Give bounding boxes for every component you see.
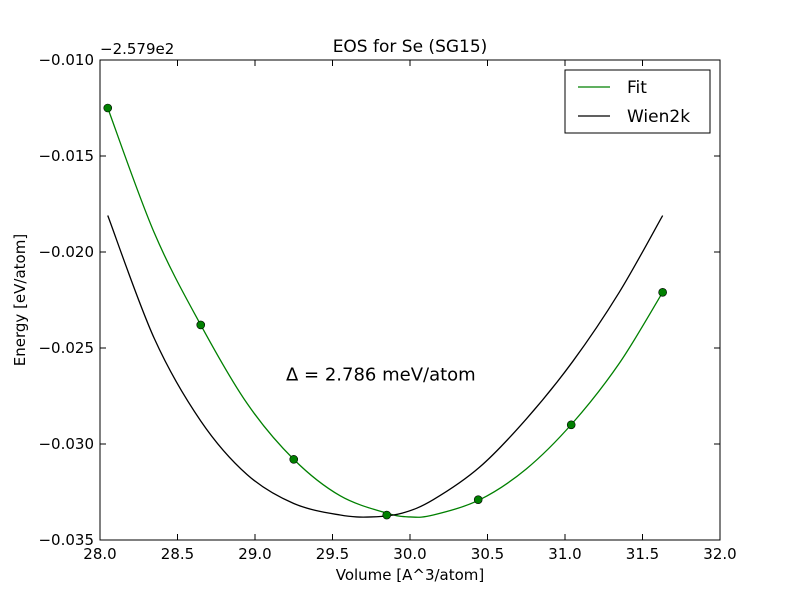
data-point [658,288,667,297]
x-tick-label: 32.0 [703,545,736,563]
data-point [566,420,576,430]
data-point [289,455,299,464]
y-axis-label: Energy [eV/atom] [11,234,29,366]
legend-label-fit: Fit [627,78,647,98]
legend: Fit Wien2k [564,69,711,134]
x-tick-label: 30.5 [471,545,504,563]
chart-title: EOS for Se (SG15) [333,37,488,57]
x-tick-label: 31.0 [548,545,581,563]
y-tick-label: −0.015 [38,147,94,165]
data-point [103,103,113,113]
x-tick-label: 28.0 [83,545,116,563]
x-tick-label: 30.0 [393,545,426,563]
x-tick-label: 31.5 [626,545,659,563]
data-point [473,495,483,504]
legend-box [564,69,711,134]
y-offset-label: −2.579e2 [100,40,174,58]
data-point [382,510,392,520]
y-tick-label: −0.020 [38,243,94,261]
plot-layer [103,103,667,520]
y-tick-label: −0.035 [38,531,94,549]
x-tick-label: 29.0 [238,545,271,563]
y-tick-label: −0.030 [38,435,94,453]
y-tick-label: −0.010 [38,51,94,69]
x-tick-label: 28.5 [161,545,194,563]
y-tick-label: −0.025 [38,339,94,357]
data-point [196,320,206,330]
legend-label-wien2k: Wien2k [627,107,690,127]
x-tick-label: 29.5 [316,545,349,563]
ticks-layer: 28.0 28.5 29.0 29.5 30.0 30.5 31.0 31.5 32.0 −0.0… [38,51,736,563]
delta-annotation: Δ = 2.786 meV/atom [286,365,476,386]
x-axis-label: Volume [A^3/atom] [336,566,485,584]
series-line-fit [107,107,664,518]
